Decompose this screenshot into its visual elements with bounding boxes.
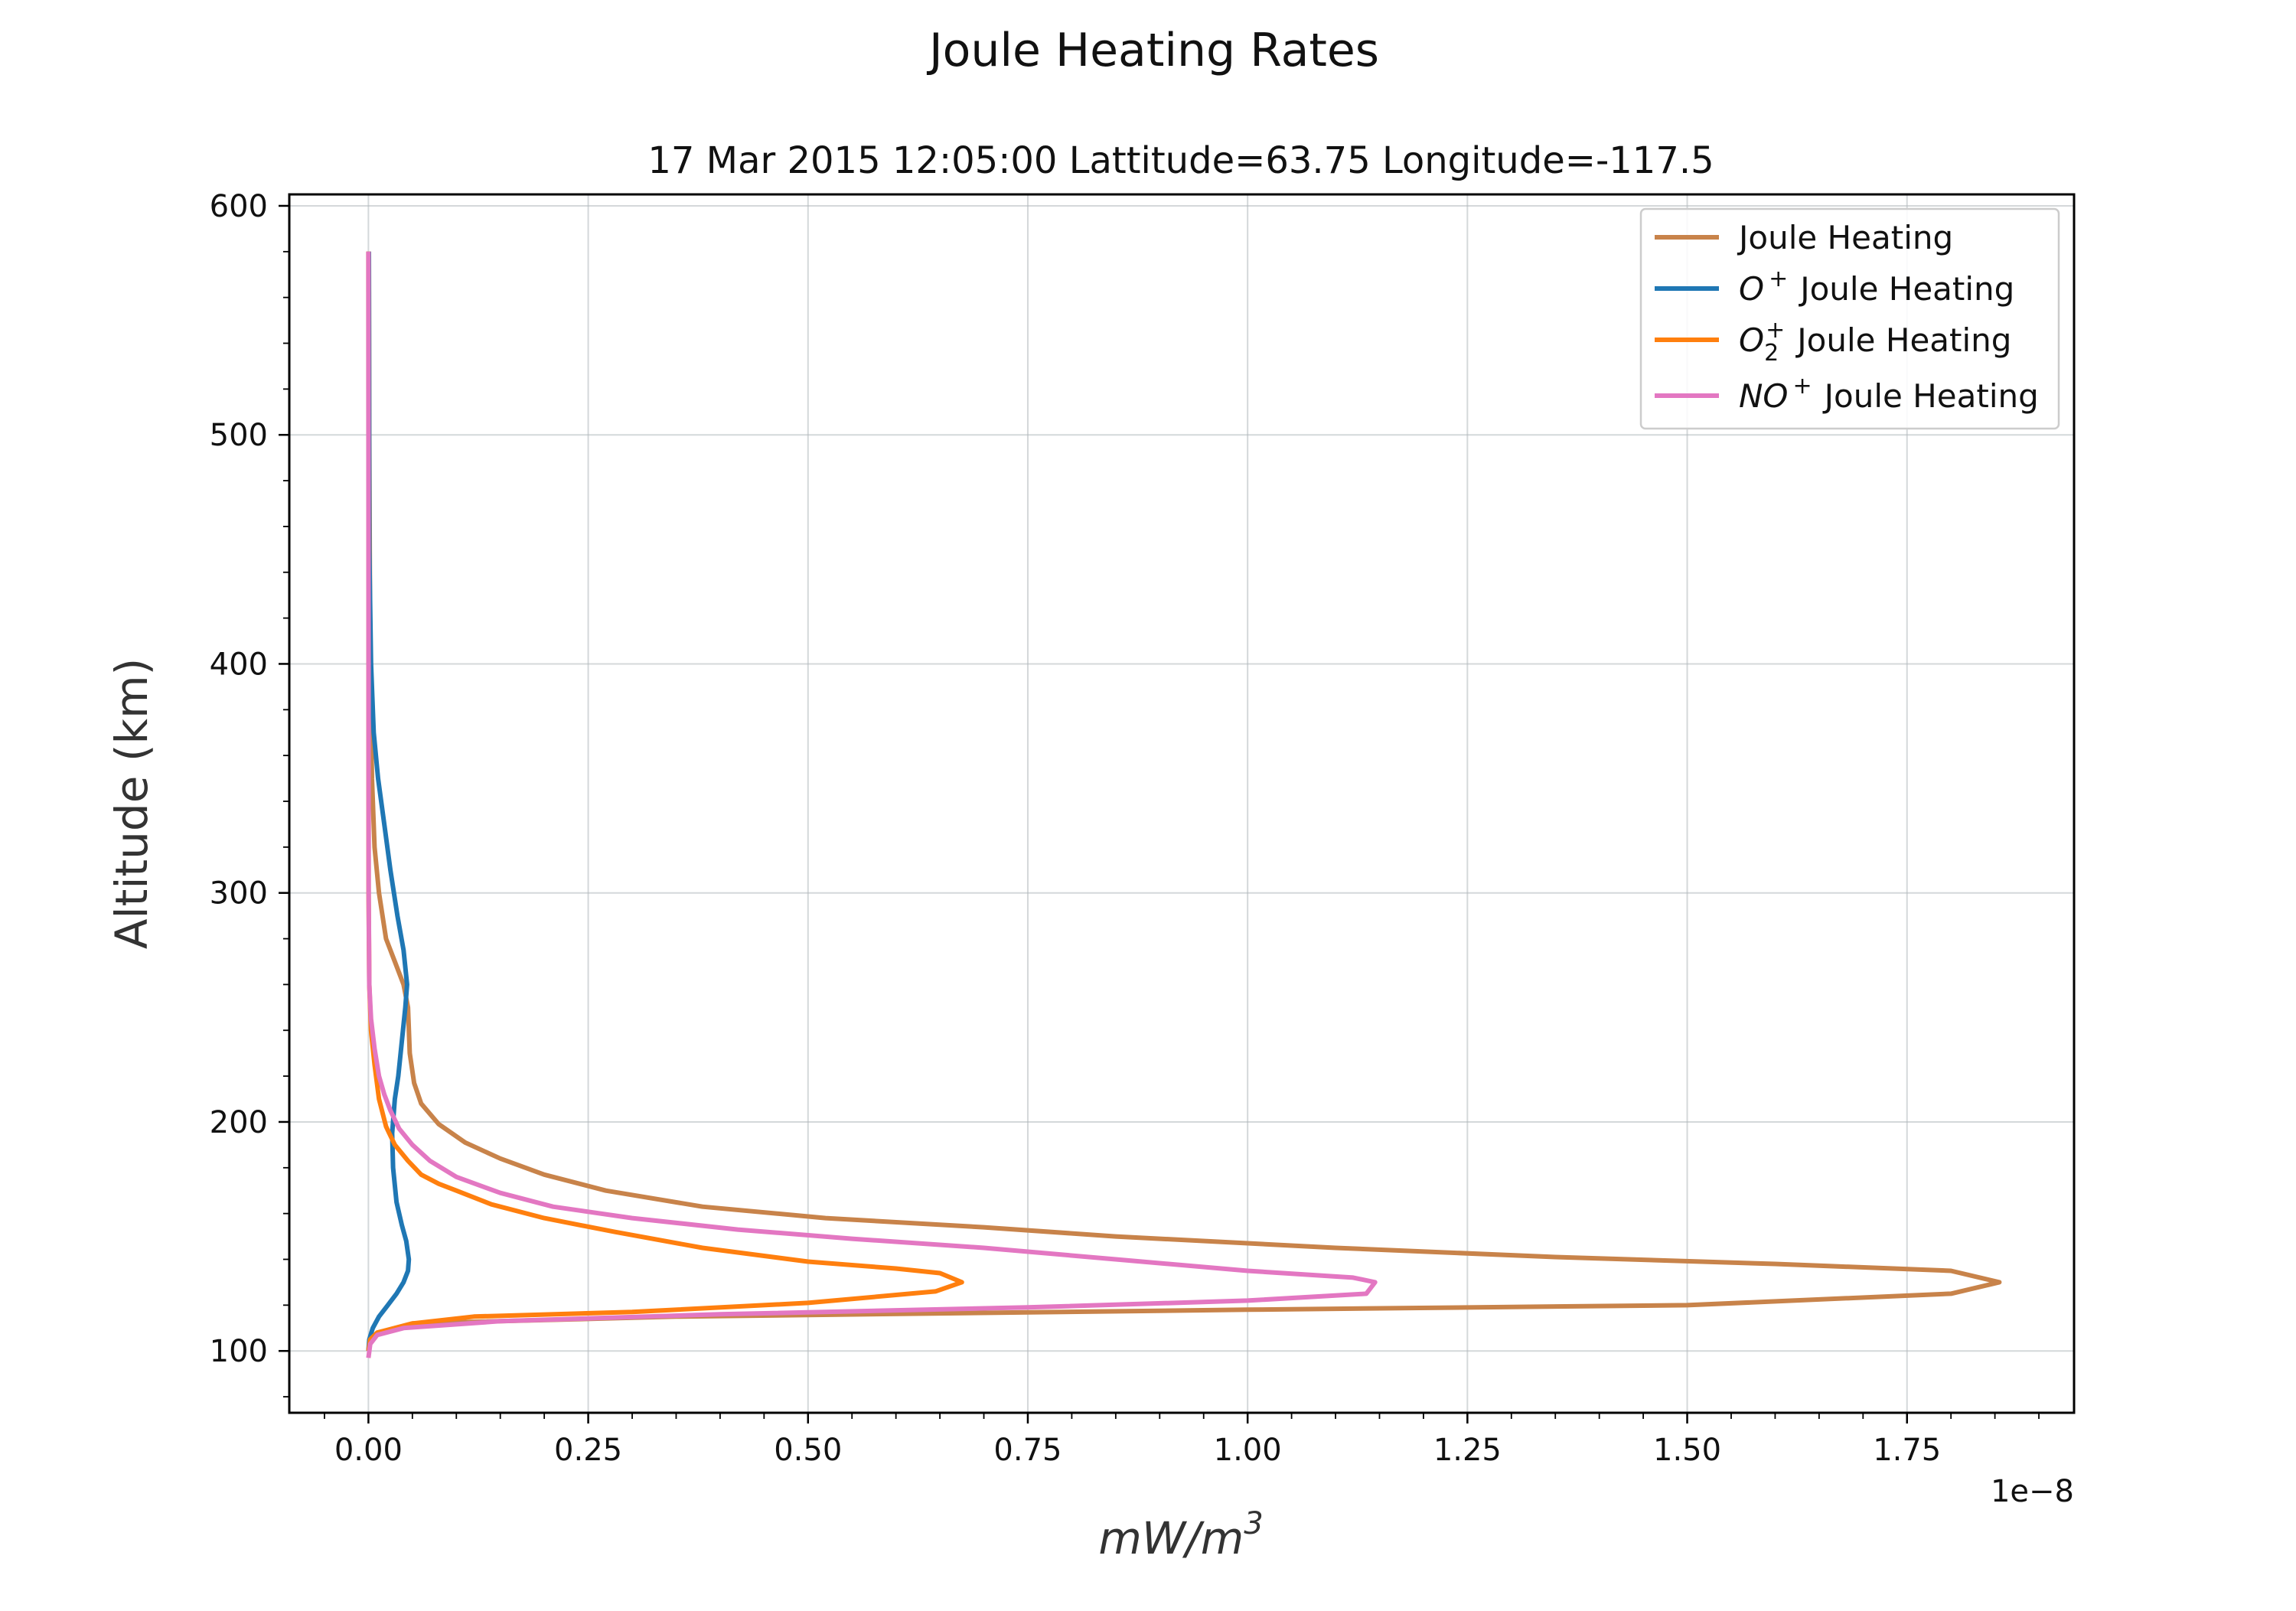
- legend-entry-label: O2+ Joule Heating: [1739, 317, 2011, 367]
- chart-subtitle: 17 Mar 2015 12:05:00 Lattitude=63.75 Lon…: [647, 139, 1714, 182]
- x-axis-label-base: mW/m: [1098, 1512, 1244, 1564]
- x-tick-label: 0.50: [774, 1433, 842, 1468]
- legend-entry-label: O + Joule Heating: [1739, 266, 2014, 308]
- legend-entry-label: Joule Heating: [1737, 219, 1953, 256]
- x-tick-label: 0.00: [334, 1433, 403, 1468]
- series-line-1: [366, 251, 2002, 1352]
- y-axis-label: Altitude (km): [106, 658, 158, 949]
- x-tick-label: 1.25: [1433, 1433, 1502, 1468]
- series-line-3: [366, 251, 964, 1352]
- x-axis-offset-label: 1e−8: [1991, 1474, 2074, 1509]
- x-tick-label: 0.75: [993, 1433, 1062, 1468]
- series-line-4: [366, 251, 1378, 1358]
- chart-title: Joule Heating Rates: [926, 24, 1379, 77]
- y-tick-label: 500: [210, 418, 268, 453]
- y-tick-label: 300: [210, 876, 268, 911]
- legend-entry-label: NO + Joule Heating: [1739, 373, 2039, 415]
- x-axis-label: mW/m3: [1098, 1506, 1263, 1564]
- y-tick-label: 200: [210, 1105, 268, 1140]
- y-tick-label: 100: [210, 1334, 268, 1369]
- plot-series: [366, 251, 2002, 1358]
- x-tick-label: 1.75: [1873, 1433, 1941, 1468]
- y-tick-label: 400: [210, 647, 268, 682]
- x-tick-label: 0.25: [554, 1433, 622, 1468]
- legend-box: [1639, 207, 2060, 430]
- legend: Joule Heating O + Joule Heating O2+ Joule Hea…: [1639, 207, 2060, 430]
- axis-ticks: 0.00 0.25 0.50 0.75 1.00 1.25 1.50 1.75 100 200 30…: [210, 189, 2040, 1468]
- plot-frame: [288, 193, 2076, 1414]
- x-tick-label: 1.00: [1214, 1433, 1282, 1468]
- y-tick-label: 600: [210, 189, 268, 224]
- x-tick-label: 1.50: [1653, 1433, 1721, 1468]
- x-axis-label-exponent: 3: [1244, 1506, 1263, 1541]
